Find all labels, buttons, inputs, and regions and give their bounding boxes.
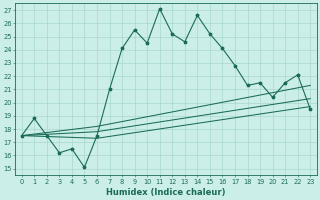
X-axis label: Humidex (Indice chaleur): Humidex (Indice chaleur)	[106, 188, 226, 197]
